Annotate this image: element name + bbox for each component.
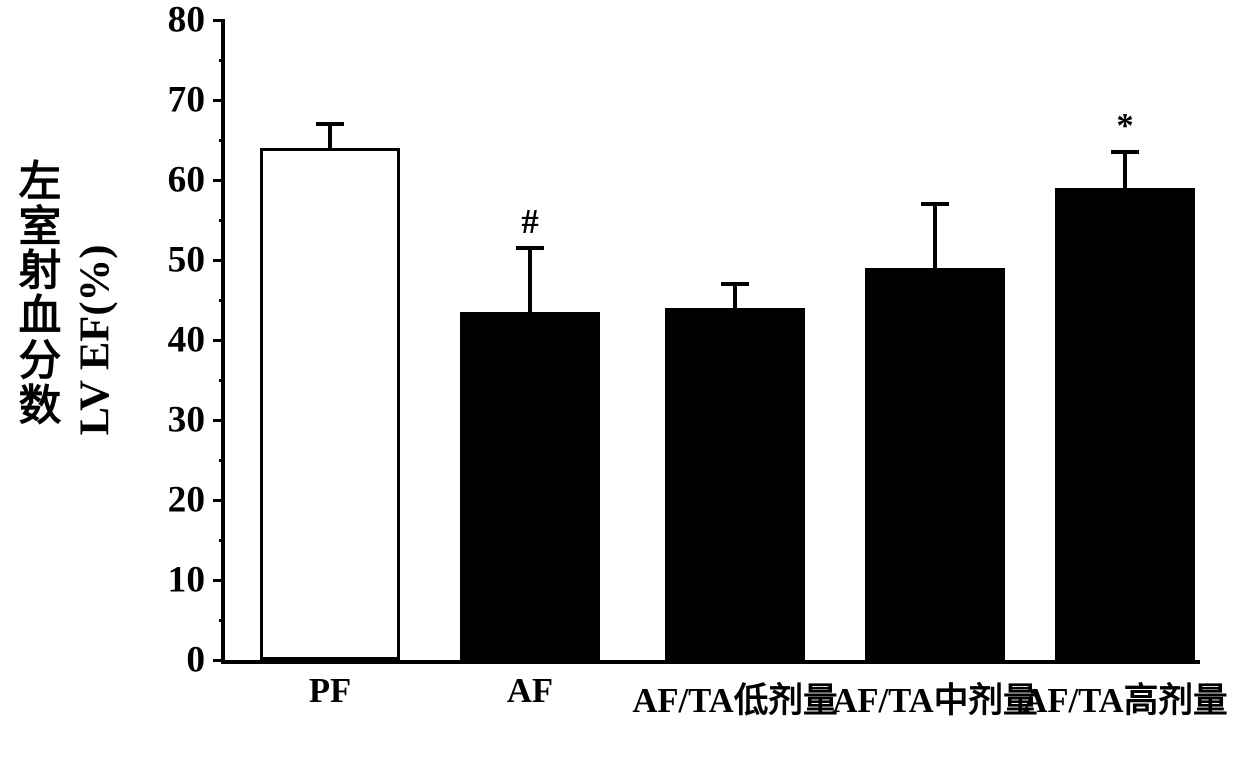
y-tick-major: [213, 659, 225, 662]
y-tick-major: [213, 99, 225, 102]
y-tick-label: 70: [0, 79, 205, 122]
y-tick-minor: [219, 299, 225, 302]
y-tick-major: [213, 499, 225, 502]
bar-1: [460, 312, 600, 660]
x-tick-label: PF: [309, 672, 351, 711]
y-tick-major: [213, 259, 225, 262]
y-tick-minor: [219, 459, 225, 462]
significance-mark: #: [521, 203, 538, 242]
y-tick-minor: [219, 139, 225, 142]
y-tick-label: 10: [0, 559, 205, 602]
x-axis-line: [221, 660, 1200, 664]
bar-2: [665, 308, 805, 660]
y-axis-line: [221, 20, 225, 664]
y-tick-major: [213, 419, 225, 422]
y-tick-label: 80: [0, 0, 205, 42]
x-tick-label: AF/TA低剂量: [632, 672, 837, 722]
error-bar-line-4: [1123, 152, 1127, 188]
x-tick-label: AF/TA中剂量: [832, 672, 1037, 722]
y-tick-minor: [219, 539, 225, 542]
error-bar-line-1: [528, 248, 532, 312]
y-axis-label-en: LV EF(%): [71, 245, 120, 436]
y-tick-major: [213, 339, 225, 342]
y-axis-label-cjk: 左室射血分数: [18, 161, 62, 430]
bar-3: [865, 268, 1005, 660]
y-tick-minor: [219, 379, 225, 382]
y-tick-label: 20: [0, 479, 205, 522]
y-tick-minor: [219, 619, 225, 622]
y-tick-major: [213, 19, 225, 22]
y-tick-major: [213, 179, 225, 182]
x-tick-label: AF: [507, 672, 553, 711]
y-tick-minor: [219, 219, 225, 222]
significance-mark: *: [1116, 107, 1133, 146]
y-tick-label: 0: [0, 639, 205, 682]
error-bar-line-3: [933, 204, 937, 268]
error-bar-line-2: [733, 284, 737, 308]
x-tick-label: AF/TA高剂量: [1022, 672, 1227, 722]
error-bar-cap-0: [316, 122, 344, 126]
bar-4: [1055, 188, 1195, 660]
y-tick-major: [213, 579, 225, 582]
error-bar-cap-3: [921, 202, 949, 206]
y-tick-minor: [219, 59, 225, 62]
error-bar-cap-1: [516, 246, 544, 250]
error-bar-cap-4: [1111, 150, 1139, 154]
bar-chart: 01020304050607080PFAF#AF/TA低剂量AF/TA中剂量AF…: [0, 0, 1240, 758]
error-bar-line-0: [328, 124, 332, 148]
error-bar-cap-2: [721, 282, 749, 286]
bar-0: [260, 148, 400, 660]
